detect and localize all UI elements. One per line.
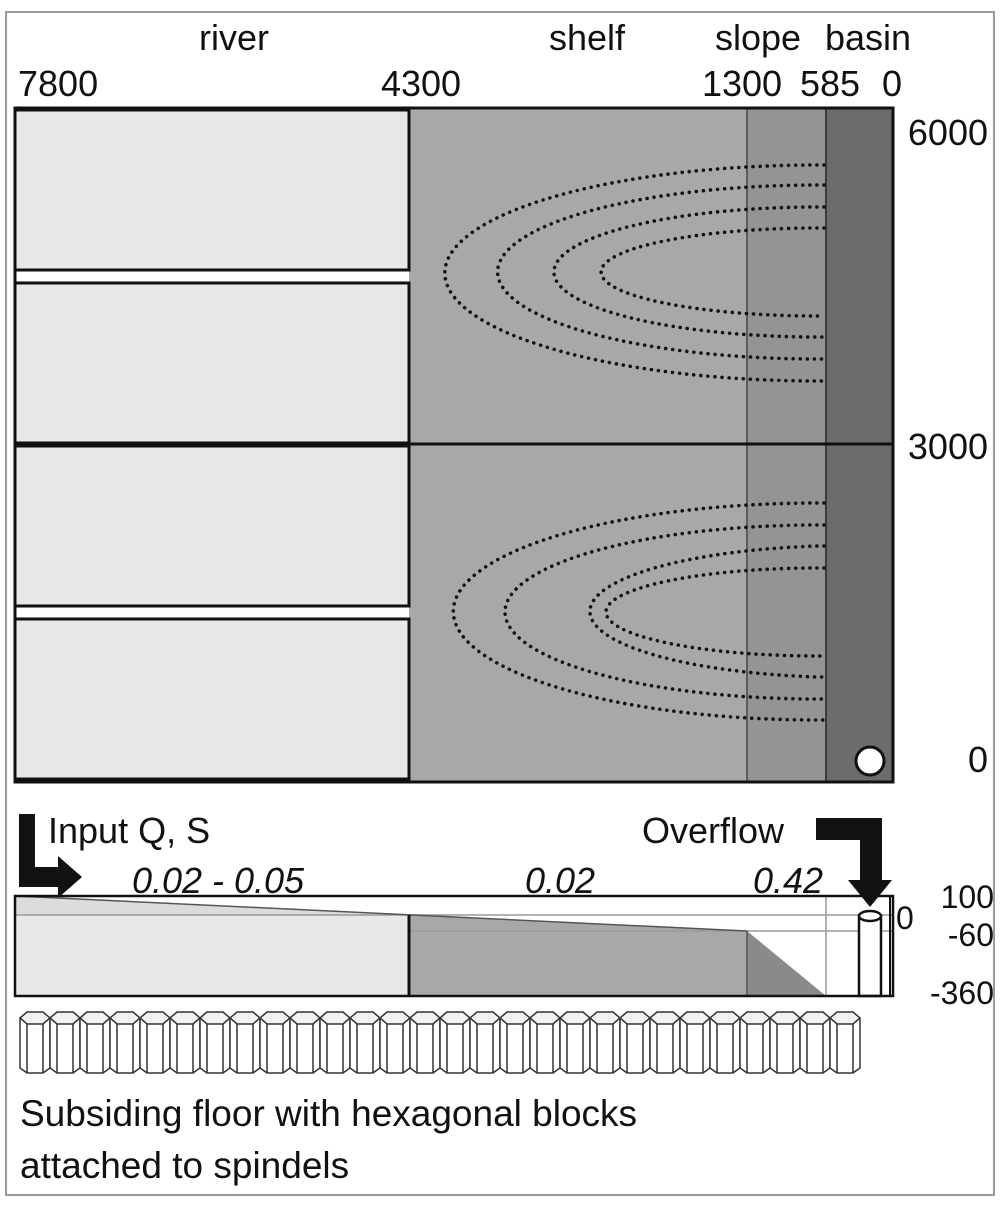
hexagonal-prism-icon <box>498 1011 532 1074</box>
contour-line <box>552 205 826 339</box>
zone-label-basin: basin <box>825 17 911 58</box>
shelf-section <box>409 915 747 996</box>
circle-outlet-icon <box>854 745 886 777</box>
hexagonal-prism-icon <box>288 1011 322 1074</box>
contour-line <box>442 163 826 383</box>
hexagonal-prism-icon <box>558 1011 592 1074</box>
hexagonal-prism-icon <box>648 1011 682 1074</box>
cylinder-icon <box>857 909 883 998</box>
contour-line <box>495 183 826 361</box>
contour-line <box>588 544 826 679</box>
hexagonal-prism-icon <box>318 1011 352 1074</box>
hexagonal-prism-icon <box>378 1011 412 1074</box>
dotted-contours-upper <box>442 163 826 383</box>
hexagonal-prism-icon <box>798 1011 832 1074</box>
caption-line-1: Subsiding floor with hexagonal blocks <box>20 1093 637 1134</box>
contour-line <box>599 226 826 318</box>
distance-tick-label: 585 <box>800 63 860 104</box>
distance-tick-label: 4300 <box>381 63 461 104</box>
hexagonal-prism-icon <box>618 1011 652 1074</box>
hexagonal-prism-icon <box>528 1011 562 1074</box>
elevation-tick-label: -60 <box>948 917 994 953</box>
width-tick-label: 0 <box>968 739 988 780</box>
hexagonal-prism-icon <box>588 1011 622 1074</box>
distance-tick-label: 0 <box>882 63 902 104</box>
hexagonal-prism-icon <box>828 1011 862 1074</box>
river-channel <box>13 108 411 272</box>
width-tick-label: 6000 <box>908 112 988 153</box>
zone-label-shelf: shelf <box>549 17 626 58</box>
hexagonal-prism-icon <box>768 1011 802 1074</box>
hexagonal-prism-icon <box>108 1011 142 1074</box>
cross-section <box>13 894 895 998</box>
plan-view <box>13 106 895 784</box>
river-channel <box>13 617 411 781</box>
hexagonal-prism-icon <box>78 1011 112 1074</box>
hexagonal-prism-icon <box>708 1011 742 1074</box>
elevation-scale-bar <box>884 895 891 996</box>
hexagonal-prism-icon <box>468 1011 502 1074</box>
zone-label-slope: slope <box>715 17 801 58</box>
overflow-label: Overflow <box>642 810 785 851</box>
hexagonal-prism-icon <box>438 1011 472 1074</box>
cross-section-border <box>13 894 895 998</box>
gradient-label-shelf: 0.02 <box>525 860 595 901</box>
gradient-label-slope: 0.42 <box>753 860 823 901</box>
contour-line <box>451 501 826 722</box>
hexagonal-prism-icon <box>168 1011 202 1074</box>
hexagonal-prism-icon <box>228 1011 262 1074</box>
river-channel <box>13 444 411 608</box>
hexagonal-prism-icon <box>18 1011 52 1074</box>
contour-line <box>604 566 826 658</box>
distance-tick-label: 1300 <box>702 63 782 104</box>
contour-line <box>503 523 826 701</box>
hexagonal-prism-icon <box>198 1011 232 1074</box>
distance-tick-label: 7800 <box>18 63 98 104</box>
hexagonal-prism-icon <box>738 1011 772 1074</box>
hexagonal-blocks-row <box>18 1011 862 1074</box>
river-section <box>15 915 409 996</box>
plan-view-border <box>13 106 895 784</box>
dotted-contours-lower <box>451 501 826 722</box>
hexagonal-prism-icon <box>138 1011 172 1074</box>
gradient-label-river: 0.02 - 0.05 <box>132 860 305 901</box>
arrow-right-down-icon <box>816 818 892 907</box>
hexagonal-prism-icon <box>408 1011 442 1074</box>
input-label: Input Q, S <box>48 810 210 851</box>
zone-label-river: river <box>199 17 269 58</box>
surface-line <box>14 895 748 932</box>
hexagonal-prism-icon <box>48 1011 82 1074</box>
hexagonal-prism-icon <box>348 1011 382 1074</box>
elevation-tick-label: 100 <box>941 879 994 915</box>
caption-line-2: attached to spindels <box>20 1145 349 1186</box>
river-channel <box>13 281 411 445</box>
arrow-down-right-icon <box>19 814 82 898</box>
hexagonal-prism-icon <box>258 1011 292 1074</box>
elevation-tick-label: -360 <box>930 975 994 1011</box>
hexagonal-prism-icon <box>678 1011 712 1074</box>
width-tick-label: 3000 <box>908 426 988 467</box>
elevation-tick-label: 0 <box>896 900 914 936</box>
slope-section <box>747 931 826 996</box>
